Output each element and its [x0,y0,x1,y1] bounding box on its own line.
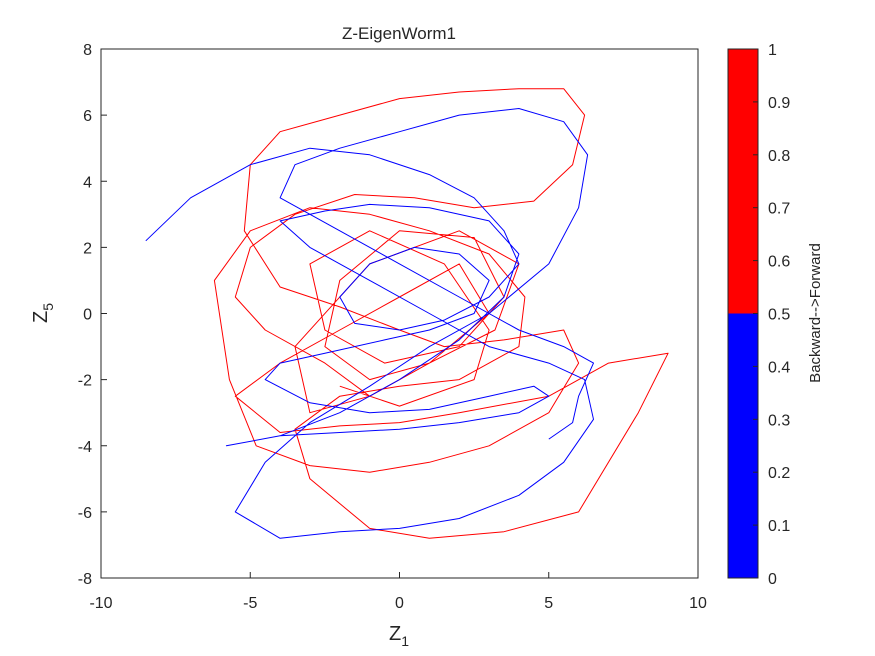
plot-area [100,48,699,579]
colorbar-tick-label: 0.9 [768,95,790,112]
colorbar-tick-label: 0.2 [768,465,790,482]
colorbar-segment-0 [728,313,758,578]
series-line-1 [145,108,594,539]
y-tick-label: 8 [83,42,92,59]
x-tick-label: 0 [395,595,404,612]
x-tick-label: -10 [89,595,112,612]
colorbar-tick-label: 0 [768,571,777,588]
colorbar-tick-label: 1 [768,42,777,59]
colorbar-segment-1 [728,49,758,314]
y-tick-label: -2 [78,373,92,390]
colorbar-tick-label: 0.1 [768,518,790,535]
y-tick-label: 4 [83,174,92,191]
colorbar-tick-label: 0.7 [768,201,790,218]
y-axis-ticks: -8 -6 -4 -2 0 2 4 6 8 [78,42,107,588]
colorbar-tick-label: 0.5 [768,307,790,324]
x-tick-label: 10 [689,595,707,612]
colorbar-tick-label: 0.6 [768,254,790,271]
colorbar-ticks: 0 0.1 0.2 0.3 0.4 0.5 0.6 0.7 0.8 0.9 1 [753,42,790,588]
chart-title: Z-EigenWorm1 [342,24,456,43]
x-tick-label: 5 [544,595,553,612]
x-axis-label: Z1 [389,623,409,649]
series-layer [145,88,669,539]
colorbar-label: Backward-->Forward [807,243,824,383]
x-axis-label-subscript: 1 [401,633,409,649]
x-axis-ticks: -10 -5 0 5 10 [89,572,707,612]
colorbar-tick-label: 0.8 [768,148,790,165]
y-tick-label: -6 [78,505,92,522]
colorbar-segments [728,49,758,578]
y-axis-label-base: Z [30,311,52,323]
x-axis-label-base: Z [389,623,401,645]
y-tick-label: 0 [83,307,92,324]
x-tick-label: -5 [243,595,257,612]
y-axis-label-subscript: 5 [40,303,56,311]
colorbar-tick-label: 0.4 [768,359,790,376]
y-tick-label: 2 [83,240,92,257]
y-tick-label: -4 [78,439,92,456]
series-line-0 [213,88,669,539]
y-tick-label: 6 [83,108,92,125]
colorbar-tick-label: 0.3 [768,412,790,429]
y-tick-label: -8 [78,571,92,588]
y-axis-label: Z5 [30,303,56,323]
